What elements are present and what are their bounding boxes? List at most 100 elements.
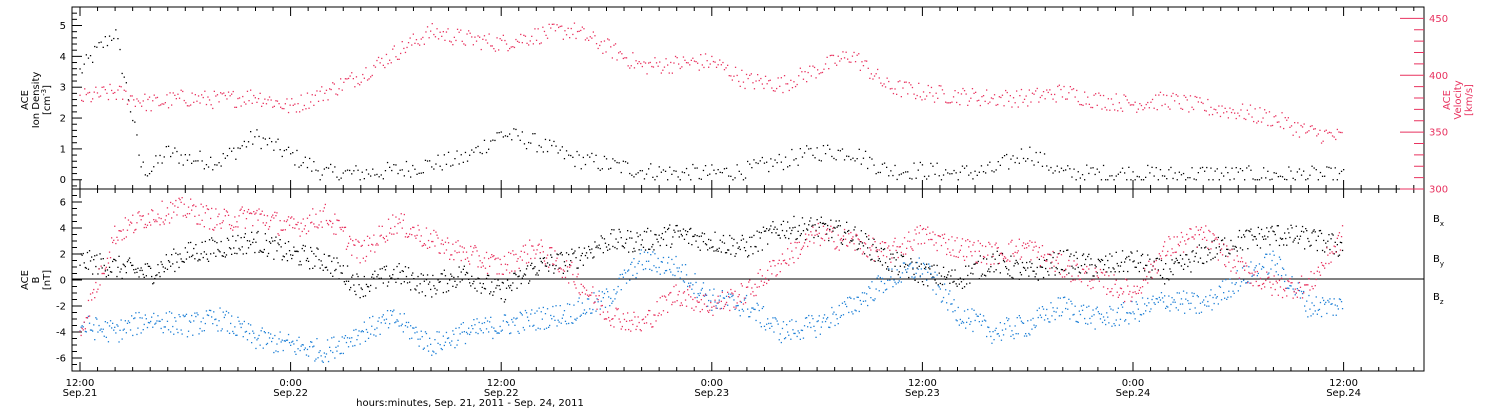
- velocity-point: [1278, 121, 1280, 123]
- bx-point: [982, 258, 985, 260]
- bx-point: [383, 266, 385, 268]
- by-point: [1075, 320, 1077, 323]
- bx-point: [386, 285, 389, 287]
- velocity-point: [957, 92, 959, 94]
- velocity-point: [875, 73, 877, 75]
- density-point: [129, 111, 132, 113]
- bx-point: [216, 242, 218, 244]
- bx-point: [788, 237, 790, 240]
- bz-point: [475, 246, 477, 249]
- bx-point: [324, 266, 326, 269]
- by-point: [678, 267, 680, 269]
- bz-point: [391, 233, 393, 235]
- by-point: [1266, 253, 1268, 255]
- bz-point: [650, 323, 652, 325]
- density-point: [637, 172, 639, 174]
- bx-point: [783, 234, 786, 237]
- density-point: [134, 121, 136, 123]
- bz-point: [652, 326, 654, 328]
- bx-point: [204, 240, 206, 243]
- bx-point: [672, 236, 674, 238]
- density-point: [1079, 177, 1081, 179]
- bx-point: [673, 229, 675, 231]
- bz-point: [97, 288, 99, 290]
- velocity-point: [1283, 127, 1285, 130]
- by-point: [1174, 301, 1176, 303]
- by-point: [1150, 308, 1152, 310]
- velocity-point: [137, 100, 140, 102]
- bz-point: [671, 303, 673, 306]
- bx-point: [1248, 230, 1250, 232]
- density-point: [410, 176, 412, 178]
- by-point: [162, 332, 164, 334]
- bx-point: [336, 257, 338, 259]
- bx-point: [132, 264, 134, 266]
- by-point: [406, 326, 409, 328]
- velocity-point: [188, 105, 190, 107]
- velocity-point: [850, 61, 852, 63]
- bx-point: [319, 267, 321, 269]
- by-point: [1323, 299, 1325, 302]
- density-point: [1094, 173, 1096, 176]
- by-point: [516, 317, 518, 319]
- bx-point: [466, 272, 469, 274]
- bz-point: [877, 255, 879, 258]
- bx-point: [330, 272, 332, 274]
- bx-point: [184, 247, 186, 249]
- by-point: [841, 302, 844, 304]
- bx-point: [1102, 268, 1105, 271]
- density-point: [445, 163, 448, 165]
- by-point: [968, 317, 970, 319]
- by-point: [926, 279, 928, 281]
- bx-point: [1013, 265, 1015, 267]
- density-point: [292, 152, 294, 154]
- bz-point: [589, 294, 591, 296]
- by-point: [177, 331, 179, 334]
- bx-point: [422, 274, 424, 276]
- bx-point: [900, 254, 902, 256]
- by-point: [1176, 292, 1178, 294]
- bz-point: [119, 230, 121, 232]
- by-point: [407, 321, 410, 324]
- velocity-point: [286, 98, 288, 100]
- velocity-point: [965, 93, 967, 95]
- bz-point: [810, 231, 812, 233]
- bz-point: [292, 227, 294, 229]
- x-tick-time-label: 12:00: [908, 378, 937, 389]
- velocity-point: [1049, 89, 1051, 91]
- by-point: [1203, 299, 1205, 301]
- bz-point: [232, 229, 234, 231]
- by-point: [225, 310, 228, 312]
- bz-point: [556, 257, 558, 259]
- bz-point: [86, 317, 89, 319]
- velocity-point: [1169, 108, 1171, 110]
- velocity-point: [734, 66, 737, 68]
- density-point: [1218, 179, 1220, 181]
- bx-point: [200, 253, 202, 255]
- velocity-point: [232, 90, 234, 93]
- density-point: [856, 158, 858, 160]
- density-point: [193, 160, 195, 162]
- bx-point: [1124, 261, 1126, 263]
- bz-point: [767, 269, 769, 271]
- bx-point: [734, 255, 736, 257]
- bz-point: [139, 215, 141, 217]
- bx-point: [1268, 230, 1270, 233]
- bx-point: [421, 291, 423, 293]
- bx-point: [173, 248, 175, 250]
- bz-point: [668, 294, 670, 296]
- bz-point: [264, 224, 266, 226]
- bx-point: [248, 240, 251, 242]
- bz-point: [617, 308, 619, 310]
- bx-point: [264, 233, 266, 235]
- density-point: [127, 99, 130, 101]
- bz-point: [397, 222, 399, 225]
- density-point: [791, 148, 793, 151]
- by-point: [569, 303, 571, 306]
- by-point: [257, 337, 259, 340]
- density-point: [814, 157, 816, 159]
- bz-point: [580, 283, 582, 285]
- bz-point: [185, 216, 188, 218]
- by-point: [775, 318, 777, 320]
- by-point: [1228, 290, 1230, 292]
